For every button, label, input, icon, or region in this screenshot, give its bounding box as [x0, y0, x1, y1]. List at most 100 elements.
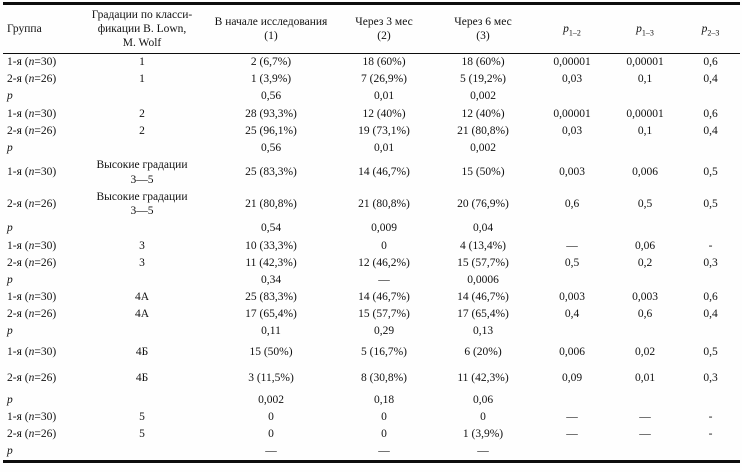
cell-grade: 3 — [139, 256, 145, 269]
cell-p_2_3: 0,6 — [703, 290, 718, 303]
column-header-line: Через 6 мес — [454, 16, 512, 28]
cell-month3: 12 (46,2%) — [358, 256, 410, 269]
cell-baseline: 0,002 — [258, 393, 284, 406]
cell-p_1_2 — [535, 140, 609, 157]
cell-baseline: 21 (80,8%) — [245, 197, 297, 210]
cell-p_1_2: 0,003 — [559, 290, 585, 303]
cell-p_2_3 — [681, 220, 740, 237]
cell-p_2_3: - — [708, 239, 713, 252]
cell-baseline: 25 (96,1%) — [245, 124, 297, 137]
cell-month6: 5 (19,2%) — [460, 73, 506, 86]
cell-group: p — [7, 222, 13, 235]
cell-baseline: 3 (11,5%) — [248, 372, 294, 385]
cell-p_1_2 — [535, 323, 609, 340]
table-body: 1-я (n=30) 1 2 (6,7%) 18 (60%) 18 (60%) 0,000… — [3, 54, 740, 462]
cell-p_1_2 — [535, 443, 609, 462]
cell-month6: 4 (13,4%) — [460, 239, 506, 252]
cell-month6: 0 — [480, 410, 486, 423]
cell-grade: 2 — [139, 107, 145, 120]
cell-baseline: 0,34 — [260, 273, 282, 286]
cell-baseline: 17 (65,4%) — [245, 307, 297, 320]
cell-group: 2-я (n=26) — [7, 372, 57, 385]
cell-month6: 1 (3,9%) — [462, 427, 504, 440]
cell-grade — [79, 140, 205, 157]
cell-grade — [79, 443, 205, 462]
cell-p_2_3: - — [708, 410, 713, 423]
table-row: 1-я (n=30) 1 2 (6,7%) 18 (60%) 18 (60%) 0,000… — [3, 54, 740, 72]
column-header-line: В начале исследования — [214, 16, 328, 28]
cell-month6: 14 (46,7%) — [457, 290, 509, 303]
column-header-p_1_2: p1–2 — [535, 3, 609, 55]
cell-p_1_2: 0,00001 — [553, 56, 591, 69]
cell-p_2_3: 0,5 — [703, 197, 718, 210]
cell-p_1_2: 0,03 — [561, 73, 583, 86]
column-header-line: (3) — [476, 30, 490, 43]
cell-month3: 0 — [381, 239, 387, 252]
cell-month3: 0,009 — [371, 222, 397, 235]
table-row: 2-я (n=26) 4А 17 (65,4%) 15 (57,7%) 17 (65,4… — [3, 306, 740, 323]
cell-p_1_3: — — [639, 410, 651, 423]
cell-grade — [79, 272, 205, 289]
cell-month6: 15 (57,7%) — [457, 256, 509, 269]
cell-baseline: 25 (83,3%) — [245, 290, 297, 303]
table-row: 2-я (n=26) 3 11 (42,3%) 12 (46,2%) 15 (57,7%… — [3, 254, 740, 271]
table-header: Группа Градации по класси-фикации B. Lown… — [3, 3, 740, 55]
cell-baseline: 10 (33,3%) — [245, 239, 297, 252]
cell-grade — [79, 323, 205, 340]
cell-month6: 12 (40%) — [461, 107, 505, 120]
cell-p_1_2: 0,6 — [564, 197, 580, 210]
cell-group: 2-я (n=26) — [7, 307, 57, 320]
cell-month3: 15 (57,7%) — [358, 307, 410, 320]
cell-baseline: 0,56 — [260, 141, 282, 154]
column-header-line: (1) — [264, 30, 278, 43]
cell-baseline: 28 (93,3%) — [245, 107, 297, 120]
cell-month6: 20 (76,9%) — [457, 197, 509, 210]
cell-group: p — [7, 324, 13, 337]
column-header-line: фикации B. Lown, — [97, 23, 187, 36]
cell-month6: 15 (50%) — [461, 166, 505, 179]
cell-month3: — — [378, 444, 390, 457]
cell-p_1_3 — [609, 272, 681, 289]
cell-p_1_2: 0,03 — [561, 124, 583, 137]
cell-month6: — — [477, 444, 489, 457]
p-value-row: p 0,56 0,01 0,002 — [3, 88, 740, 105]
cell-month6: 0,002 — [470, 141, 496, 154]
cell-p_2_3 — [681, 88, 740, 105]
cell-p_2_3: 0,4 — [703, 73, 718, 86]
cell-month6: 21 (80,8%) — [457, 124, 509, 137]
cell-grade — [79, 88, 205, 105]
cell-grade: Высокие градации 3—5 — [96, 158, 188, 186]
cell-month3: 8 (30,8%) — [361, 372, 407, 385]
cell-baseline: 2 (6,7%) — [250, 56, 292, 69]
cell-month3: 21 (80,8%) — [358, 197, 410, 210]
cell-month3: 14 (46,7%) — [358, 166, 410, 179]
column-header-group: Группа — [3, 3, 79, 55]
cell-p_1_3: 0,00001 — [626, 107, 664, 120]
p-value-row: p 0,002 0,18 0,06 — [3, 391, 740, 408]
cell-month3: 0,01 — [373, 90, 395, 103]
cell-p_1_3 — [609, 391, 681, 408]
cell-baseline: 15 (50%) — [249, 346, 293, 359]
cell-month3: 5 (16,7%) — [361, 346, 407, 359]
cell-p_1_3: 0,1 — [637, 73, 653, 86]
cell-grade — [79, 391, 205, 408]
cell-p_1_2 — [535, 391, 609, 408]
cell-p_1_3: 0,5 — [637, 197, 653, 210]
cell-month6: 17 (65,4%) — [457, 307, 509, 320]
table-row: 2-я (n=26) 4Б 3 (11,5%) 8 (30,8%) 11 (42,3%)… — [3, 366, 740, 392]
column-header-p_2_3: p2–3 — [681, 3, 740, 55]
cell-p_1_3: 0,2 — [637, 256, 653, 269]
cell-p_1_2: 0,00001 — [553, 107, 591, 120]
cell-p_1_3: — — [639, 427, 651, 440]
cell-grade: 3 — [139, 239, 145, 252]
cell-baseline: 25 (83,3%) — [245, 166, 297, 179]
cell-group: 2-я (n=26) — [7, 256, 57, 269]
cell-p_2_3: 0,5 — [703, 166, 718, 179]
cell-group: p — [7, 90, 13, 103]
cell-group: p — [7, 444, 13, 457]
cell-group: 2-я (n=26) — [7, 73, 57, 86]
table-row: 1-я (n=30) 2 28 (93,3%) 12 (40%) 12 (40%) 0,0… — [3, 105, 740, 122]
cell-month3: 0 — [381, 427, 387, 440]
cell-group: 1-я (n=30) — [7, 166, 57, 179]
